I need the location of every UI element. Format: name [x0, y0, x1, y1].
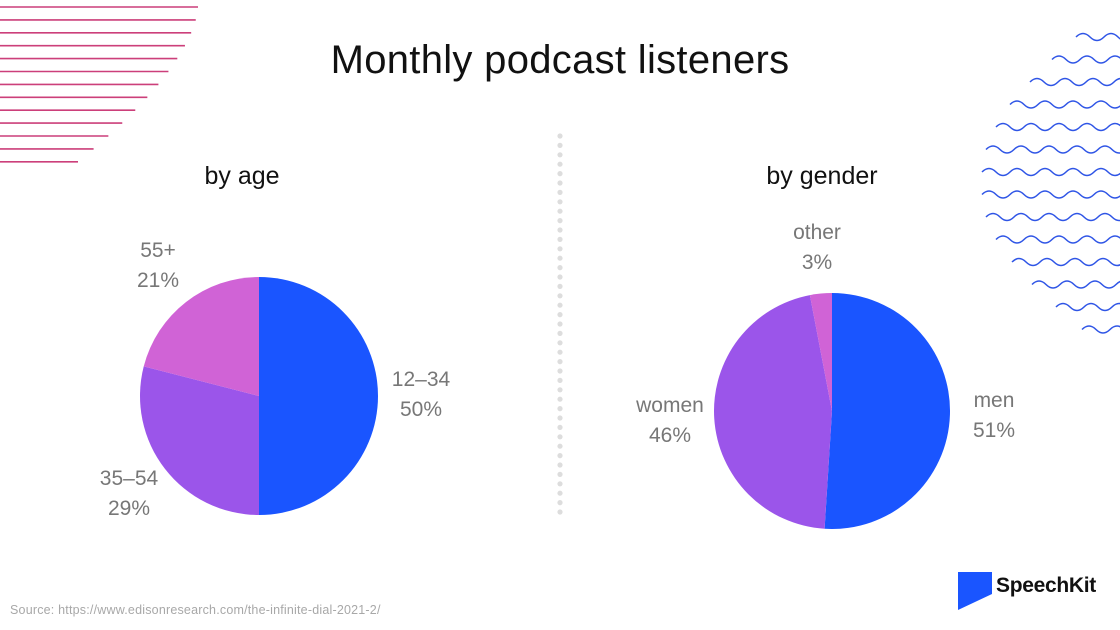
decorative-wave [1011, 257, 1120, 267]
divider-dot [557, 199, 563, 205]
decorative-wave [1031, 280, 1120, 289]
decorative-wave [985, 212, 1120, 222]
divider-dot [557, 509, 563, 515]
divider-dot [557, 236, 563, 242]
divider-dot [557, 218, 563, 224]
slice-value: 50% [399, 398, 443, 421]
divider-dot [557, 293, 563, 299]
decorative-stripes [0, 6, 198, 163]
divider-dot [557, 424, 563, 430]
source-citation: Source: https://www.edisonresearch.com/t… [10, 603, 381, 617]
decorative-wave [1075, 32, 1120, 42]
decorative-wave [1081, 325, 1120, 334]
brand: SpeechKit [958, 572, 1108, 612]
divider-dot [557, 321, 563, 327]
age-slice-label-55-plus: 55+ 21% [128, 236, 188, 296]
slice-category: other [793, 221, 841, 244]
age-slice-label-35-54: 35–54 29% [93, 464, 165, 524]
divider-dot [557, 142, 563, 148]
divider-dot [557, 434, 563, 440]
slice-value: 21% [136, 269, 180, 292]
divider-dot [557, 283, 563, 289]
decorative-wave [1029, 77, 1120, 87]
slice-category: 12–34 [391, 368, 451, 391]
age-pie-chart [140, 277, 378, 515]
decorative-waves [981, 32, 1120, 334]
divider-dot [557, 349, 563, 355]
divider-dot [557, 443, 563, 449]
divider-dot [557, 340, 563, 346]
divider-dot [557, 330, 563, 336]
chart-divider [557, 133, 563, 515]
divider-dot [557, 208, 563, 214]
gender-slice-label-other: other 3% [782, 218, 852, 278]
divider-dot [557, 302, 563, 308]
divider-dot [557, 161, 563, 167]
pie-slice-other [809, 293, 832, 411]
decorative-wave [995, 122, 1120, 132]
age-chart-title: by age [204, 162, 280, 190]
pie-slice-12-34 [259, 277, 378, 515]
speechkit-logo-icon [958, 572, 992, 610]
divider-dot [557, 265, 563, 271]
divider-dot [557, 180, 563, 186]
divider-dot [557, 368, 563, 374]
divider-dot [557, 359, 563, 365]
decorative-wave [995, 235, 1120, 244]
pie-slice-women [714, 295, 832, 529]
age-slice-label-12-34: 12–34 50% [386, 365, 456, 425]
gender-chart-title: by gender [766, 162, 878, 190]
slice-value: 3% [801, 251, 833, 274]
divider-dot [557, 415, 563, 421]
divider-dot [557, 171, 563, 177]
page-title: Monthly podcast listeners [330, 38, 790, 82]
divider-dot [557, 481, 563, 487]
slice-value: 29% [107, 497, 151, 520]
slice-category: 35–54 [99, 467, 159, 490]
brand-name: SpeechKit [996, 574, 1096, 597]
divider-dot [557, 189, 563, 195]
divider-dot [557, 255, 563, 261]
gender-pie-chart [714, 293, 950, 529]
divider-dot [557, 227, 563, 233]
divider-dot [557, 387, 563, 393]
divider-dot [557, 152, 563, 158]
divider-dot [557, 500, 563, 506]
pie-slice-55- [143, 277, 259, 396]
pie-slice-35-54 [140, 366, 259, 515]
divider-dot [557, 406, 563, 412]
decorative-wave [1051, 55, 1120, 64]
divider-dot [557, 396, 563, 402]
slice-value: 46% [648, 424, 692, 447]
slice-value: 51% [972, 419, 1016, 442]
divider-dot [557, 133, 563, 139]
decorative-wave [981, 190, 1120, 199]
divider-dot [557, 490, 563, 496]
divider-dot [557, 246, 563, 252]
gender-slice-label-men: men 51% [962, 386, 1026, 446]
divider-dot [557, 312, 563, 318]
slice-category: women [636, 394, 704, 417]
divider-dot [557, 453, 563, 459]
slice-category: 55+ [140, 239, 176, 262]
slice-category: men [973, 389, 1015, 412]
divider-dot [557, 377, 563, 383]
decorative-wave [1009, 100, 1120, 109]
divider-dot [557, 471, 563, 477]
decorative-wave [981, 167, 1120, 177]
decorative-wave [985, 145, 1120, 154]
divider-dot [557, 462, 563, 468]
pie-slice-men [824, 293, 950, 529]
decorative-wave [1055, 302, 1120, 312]
gender-slice-label-women: women 46% [628, 391, 712, 451]
divider-dot [557, 274, 563, 280]
